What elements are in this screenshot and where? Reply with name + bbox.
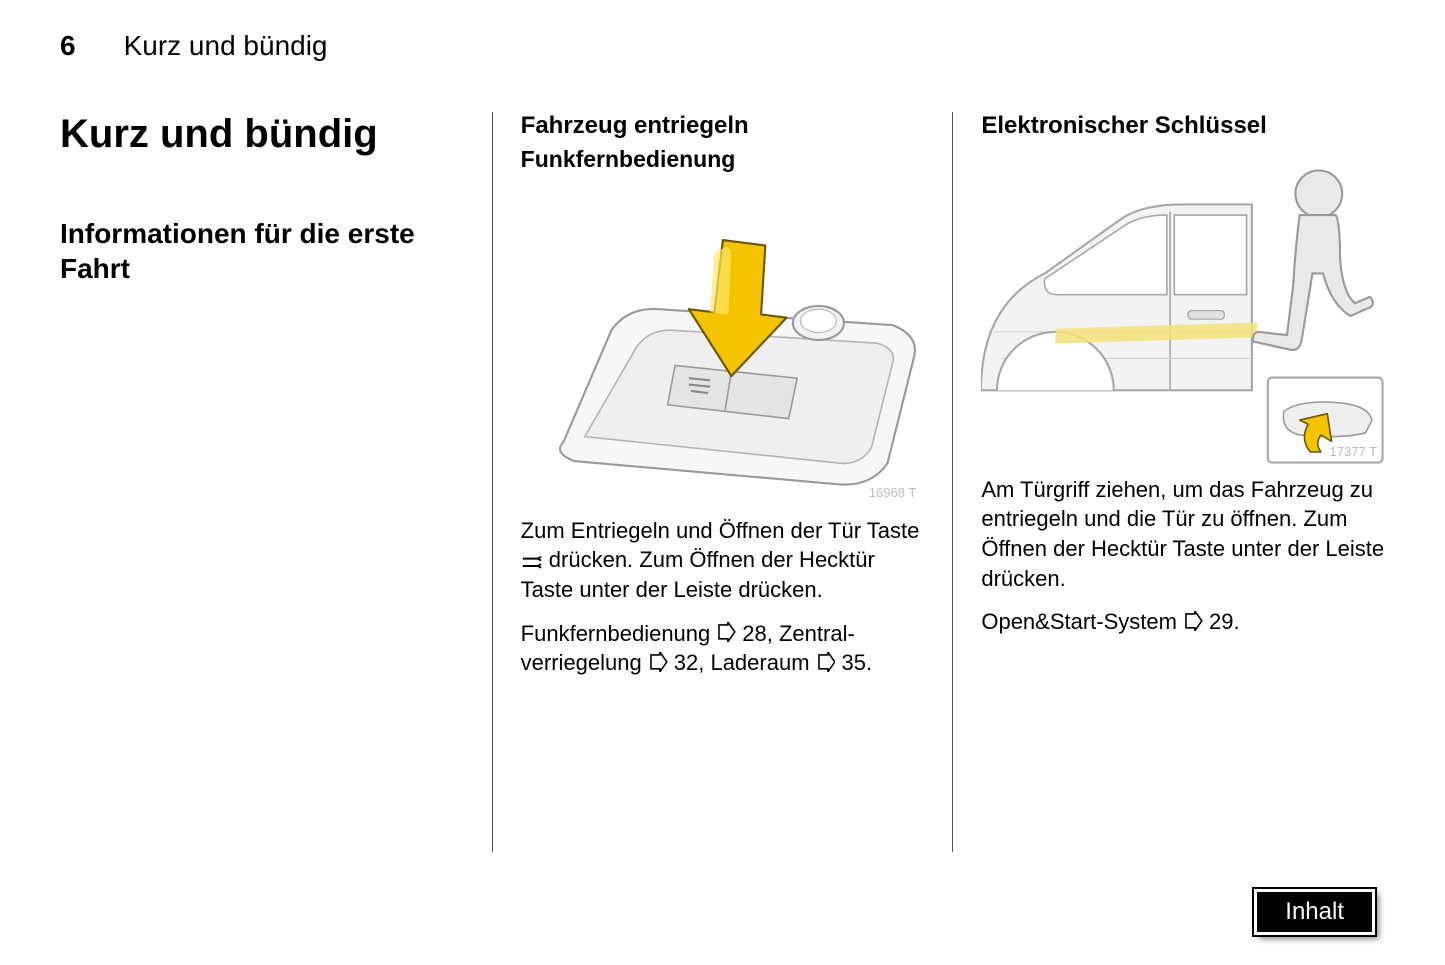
col2-para-1: Zum Entriegeln und Öffnen der Tür Taste … [521,516,925,605]
running-title: Kurz und bündig [124,30,328,62]
person-icon [1253,170,1373,350]
col2-para-2: Funkfernbedienung 28, Zentral­verriegelu… [521,619,925,678]
col2-subheading: Funkfernbedienung [521,146,925,173]
page-ref-icon [1183,611,1203,631]
inhalt-button[interactable]: Inhalt [1254,889,1375,935]
page-ref-icon [648,652,668,672]
text-span: 32, Laderaum [668,650,816,675]
page-ref-icon [816,652,836,672]
figure-key-fob: 16968 T [521,187,925,506]
text-span: Open&Start-System [981,609,1183,634]
page-number: 6 [60,30,76,62]
text-span: Funkfernbedienung [521,621,717,646]
col2-heading: Fahrzeug entriegeln [521,112,925,140]
col3-para-1: Am Türgriff ziehen, um das Fahrzeug zu e… [981,475,1385,594]
key-fob-illustration [521,187,925,506]
text-span: drücken. Zum Öffnen der Hecktür Taste un… [521,547,875,602]
content-columns: Kurz und bündig Informationen für die er… [60,112,1385,852]
column-1: Kurz und bündig Informationen für die er… [60,112,492,852]
chapter-title: Kurz und bündig [60,112,464,156]
figure-id: 17377 T [1330,444,1377,459]
page-ref-icon [716,622,736,642]
text-span: 29. [1203,609,1240,634]
figure-electronic-key: 17377 T [981,146,1385,465]
column-2: Fahrzeug entriegeln Funkfernbedienung [492,112,954,852]
figure-id: 16968 T [869,485,916,500]
unlock-icon [521,555,543,570]
section-title: Informationen für die erste Fahrt [60,216,464,286]
page-header: 6 Kurz und bündig [60,30,1385,62]
text-span: Zum Entriegeln und Öffnen der Tür Taste [521,518,920,543]
col3-para-2: Open&Start-System 29. [981,607,1385,637]
column-3: Elektronischer Schlüssel [953,112,1385,852]
text-span: 35. [835,650,872,675]
car-person-illustration [981,146,1385,465]
col3-heading: Elektronischer Schlüssel [981,112,1385,140]
